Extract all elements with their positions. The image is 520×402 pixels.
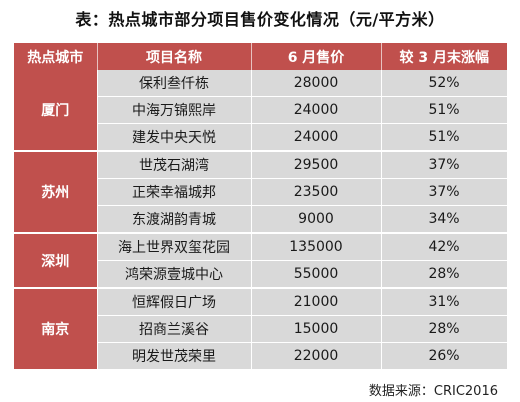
project-name: 恒辉假日广场 bbox=[97, 288, 252, 316]
project-name: 保利叁仟栋 bbox=[97, 70, 252, 97]
rise-value: 34% bbox=[381, 205, 508, 234]
table-title: 表：热点城市部分项目售价变化情况（元/平方米） bbox=[75, 10, 445, 29]
rise-value: 42% bbox=[381, 233, 508, 261]
rise-value: 28% bbox=[381, 315, 508, 343]
rise-value: 28% bbox=[381, 260, 508, 289]
project-name: 正荣幸福城邦 bbox=[97, 178, 252, 206]
city-cell: 厦门 bbox=[14, 70, 98, 152]
project-name: 东渡湖韵青城 bbox=[97, 205, 252, 234]
price-value: 21000 bbox=[251, 288, 382, 316]
table-row: 明发世茂荣里 22000 26% bbox=[14, 342, 508, 370]
price-value: 135000 bbox=[251, 233, 382, 261]
table-row: 鸿荣源壹城中心 55000 28% bbox=[14, 260, 508, 289]
rise-value: 37% bbox=[381, 178, 508, 206]
price-value: 23500 bbox=[251, 178, 382, 206]
price-value: 15000 bbox=[251, 315, 382, 343]
table-row: 建发中央天悦 24000 51% bbox=[14, 123, 508, 152]
header-rise: 较 3 月末涨幅 bbox=[381, 43, 507, 70]
table-row: 厦门 保利叁仟栋 28000 52% bbox=[14, 70, 508, 152]
price-table: 热点城市 项目名称 6 月售价 较 3 月末涨幅 厦门 保利叁仟栋 28000 … bbox=[14, 43, 508, 371]
project-name: 明发世茂荣里 bbox=[97, 342, 252, 370]
price-value: 28000 bbox=[251, 70, 382, 97]
price-value: 24000 bbox=[251, 123, 382, 152]
price-value: 9000 bbox=[251, 205, 382, 234]
project-name: 世茂石湖湾 bbox=[97, 151, 252, 179]
table-row: 招商兰溪谷 15000 28% bbox=[14, 315, 508, 343]
rise-value: 51% bbox=[381, 123, 508, 152]
header-row: 热点城市 项目名称 6 月售价 较 3 月末涨幅 bbox=[14, 43, 507, 70]
project-name: 中海万锦熙岸 bbox=[97, 96, 252, 124]
header-project: 项目名称 bbox=[97, 43, 252, 70]
price-value: 29500 bbox=[251, 151, 382, 179]
price-value: 24000 bbox=[251, 96, 382, 124]
table-row: 正荣幸福城邦 23500 37% bbox=[14, 178, 508, 206]
rise-value: 26% bbox=[381, 342, 508, 370]
project-name: 鸿荣源壹城中心 bbox=[97, 260, 252, 289]
city-cell: 苏州 bbox=[14, 151, 98, 234]
data-source-note: 数据来源：CRIC2016 bbox=[368, 384, 498, 399]
project-name: 建发中央天悦 bbox=[97, 123, 252, 152]
price-value: 55000 bbox=[251, 260, 382, 289]
rise-value: 52% bbox=[381, 70, 508, 97]
city-cell: 深圳 bbox=[14, 233, 98, 289]
rise-value: 31% bbox=[381, 288, 508, 316]
table-row: 中海万锦熙岸 24000 51% bbox=[14, 96, 508, 124]
header-price: 6 月售价 bbox=[251, 43, 382, 70]
table-row: 苏州 世茂石湖湾 29500 37% bbox=[14, 151, 508, 234]
project-name: 招商兰溪谷 bbox=[97, 315, 252, 343]
table-row: 东渡湖韵青城 9000 34% bbox=[14, 205, 508, 234]
rise-value: 51% bbox=[381, 96, 508, 124]
project-name: 海上世界双玺花园 bbox=[97, 233, 252, 261]
table-row: 深圳 海上世界双玺花园 135000 42% bbox=[14, 233, 508, 289]
header-city: 热点城市 bbox=[14, 43, 98, 70]
table-row: 南京 恒辉假日广场 21000 31% bbox=[14, 288, 508, 371]
price-value: 22000 bbox=[251, 342, 382, 370]
rise-value: 37% bbox=[381, 151, 508, 179]
city-cell: 南京 bbox=[14, 288, 98, 371]
